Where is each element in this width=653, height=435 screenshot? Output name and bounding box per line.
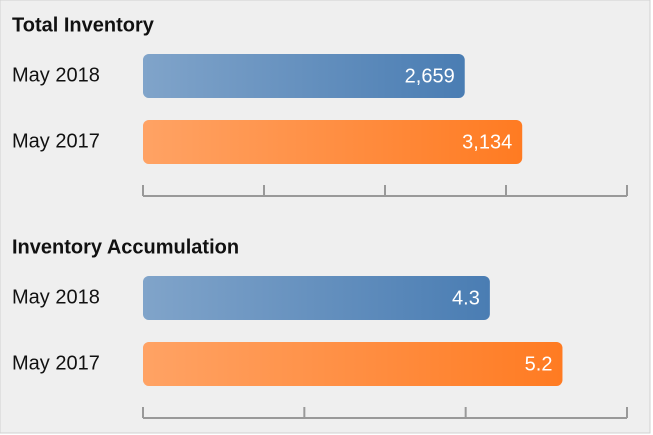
category-label: May 2017	[12, 352, 100, 374]
bar-shine	[143, 276, 490, 320]
chart-title: Total Inventory	[12, 14, 155, 36]
value-label: 3,134	[462, 131, 512, 153]
category-label: May 2018	[12, 64, 100, 86]
value-label: 4.3	[452, 287, 480, 309]
value-label: 2,659	[405, 65, 455, 87]
chart-title: Inventory Accumulation	[12, 236, 239, 258]
bar-shine	[143, 54, 465, 98]
bar-shine	[143, 120, 523, 164]
category-label: May 2017	[12, 130, 100, 152]
value-label: 5.2	[525, 353, 553, 375]
bar-shine	[143, 342, 563, 386]
category-label: May 2018	[12, 286, 100, 308]
